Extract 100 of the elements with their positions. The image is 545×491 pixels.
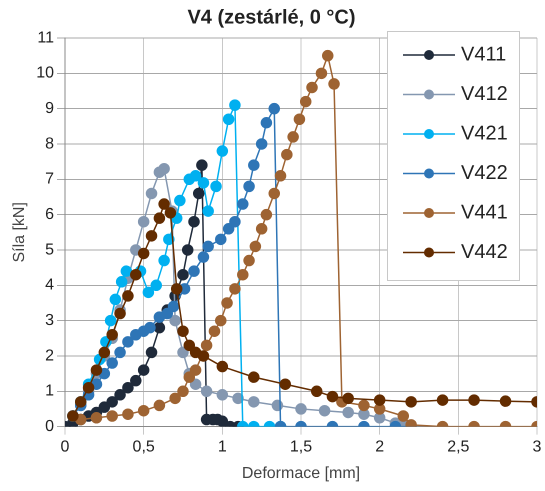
point: [216, 360, 228, 372]
point: [138, 248, 150, 260]
point: [248, 396, 260, 408]
point: [202, 205, 214, 217]
chart-title: V4 (zestárlé, 0 °C): [187, 6, 356, 29]
point: [243, 180, 255, 192]
point: [138, 364, 150, 376]
point: [154, 400, 166, 412]
point: [243, 254, 255, 266]
point: [192, 188, 204, 200]
point: [90, 412, 102, 424]
point: [208, 325, 220, 337]
point: [229, 216, 241, 228]
point: [168, 300, 180, 312]
point: [436, 394, 448, 406]
point: [90, 364, 102, 376]
point: [130, 374, 142, 386]
point: [237, 198, 249, 210]
x-tick-label: 1: [218, 438, 227, 456]
point: [146, 188, 158, 200]
point: [306, 82, 318, 94]
point: [138, 216, 150, 228]
y-tick-label: 10: [36, 64, 54, 82]
point: [260, 117, 272, 129]
point: [150, 280, 162, 292]
point: [198, 177, 210, 189]
point: [188, 216, 200, 228]
point: [310, 386, 322, 398]
y-tick-label: 0: [45, 418, 54, 436]
point: [250, 240, 262, 252]
point: [106, 357, 118, 369]
point: [146, 230, 158, 242]
legend-label: V412: [461, 83, 508, 106]
point: [358, 400, 370, 412]
y-tick-label: 8: [45, 135, 54, 152]
point: [215, 234, 227, 246]
point: [248, 371, 260, 383]
point: [144, 322, 156, 334]
point: [328, 78, 340, 90]
point: [216, 145, 228, 157]
point: [374, 394, 386, 406]
point: [222, 114, 234, 126]
point: [229, 99, 241, 111]
point: [174, 194, 186, 206]
x-tick-label: 0,5: [132, 438, 155, 456]
legend-label: V421: [461, 122, 508, 145]
point: [280, 378, 292, 390]
point: [229, 283, 241, 295]
point: [274, 170, 286, 182]
point: [106, 396, 118, 408]
point: [216, 416, 228, 427]
point: [114, 308, 126, 320]
point: [316, 68, 328, 80]
point: [200, 386, 212, 398]
point: [190, 378, 202, 390]
point: [162, 308, 174, 320]
point: [158, 198, 170, 210]
point: [300, 96, 312, 108]
point: [294, 114, 306, 126]
x-tick-label: 2: [375, 438, 384, 456]
y-tick-label: 5: [45, 241, 54, 258]
y-tick-label: 3: [45, 312, 54, 330]
x-tick-label: 1,5: [290, 438, 312, 456]
point: [169, 392, 181, 404]
point: [232, 392, 244, 404]
y-tick-label: 11: [37, 29, 54, 46]
point: [158, 162, 170, 174]
x-tick-label: 3: [532, 438, 542, 456]
point: [177, 346, 189, 358]
point: [196, 159, 208, 171]
point: [295, 403, 307, 415]
point: [184, 340, 196, 352]
point: [256, 223, 268, 235]
legend-label: V441: [461, 202, 508, 224]
y-axis-title: Síla [kN]: [11, 202, 28, 263]
point: [200, 340, 212, 352]
point: [106, 329, 118, 340]
y-tick-label: 4: [45, 276, 54, 294]
x-axis-title: Deformace [mm]: [242, 464, 360, 482]
point: [342, 392, 354, 404]
point: [122, 336, 134, 348]
point: [122, 408, 134, 420]
point: [138, 404, 150, 416]
point: [98, 401, 110, 413]
legend-label: V411: [461, 44, 506, 66]
point: [184, 371, 196, 383]
x-tick-label: 0: [60, 438, 70, 456]
y-tick-label: 9: [45, 100, 54, 118]
point: [268, 102, 280, 114]
point: [398, 410, 410, 422]
point: [202, 240, 214, 252]
y-tick-label: 1: [45, 382, 54, 400]
point: [221, 297, 233, 309]
y-tick-label: 6: [45, 206, 54, 224]
point: [342, 406, 354, 418]
point: [190, 170, 202, 182]
point: [82, 382, 94, 394]
point: [122, 382, 134, 394]
point: [114, 389, 126, 401]
point: [210, 180, 222, 192]
